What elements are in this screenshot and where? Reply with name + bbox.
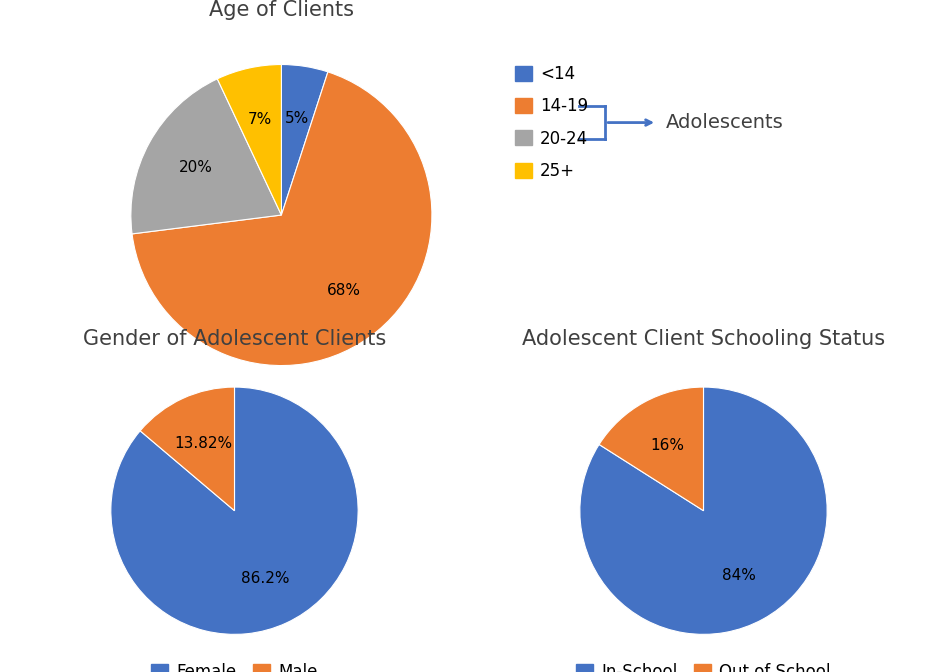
Text: 16%: 16% [651, 438, 685, 453]
Text: 68%: 68% [326, 283, 361, 298]
Legend: In-School, Out of School: In-School, Out of School [569, 657, 838, 672]
Text: 20%: 20% [179, 161, 213, 175]
Wedge shape [140, 387, 234, 511]
Wedge shape [281, 65, 328, 215]
Text: 13.82%: 13.82% [174, 436, 233, 451]
Text: 86.2%: 86.2% [241, 571, 290, 585]
Wedge shape [132, 72, 431, 366]
Title: Gender of Adolescent Clients: Gender of Adolescent Clients [83, 329, 386, 349]
Wedge shape [599, 387, 704, 511]
Text: 7%: 7% [248, 112, 272, 127]
Text: 84%: 84% [722, 569, 756, 583]
Title: Age of Clients: Age of Clients [209, 0, 354, 19]
Wedge shape [218, 65, 281, 215]
Wedge shape [131, 79, 281, 234]
Title: Adolescent Client Schooling Status: Adolescent Client Schooling Status [522, 329, 885, 349]
Wedge shape [580, 387, 827, 634]
Legend: <14, 14-19, 20-24, 25+: <14, 14-19, 20-24, 25+ [515, 65, 588, 180]
Legend: Female, Male: Female, Male [144, 657, 325, 672]
Text: Adolescents: Adolescents [666, 113, 783, 132]
Wedge shape [111, 387, 358, 634]
Text: 5%: 5% [284, 111, 309, 126]
